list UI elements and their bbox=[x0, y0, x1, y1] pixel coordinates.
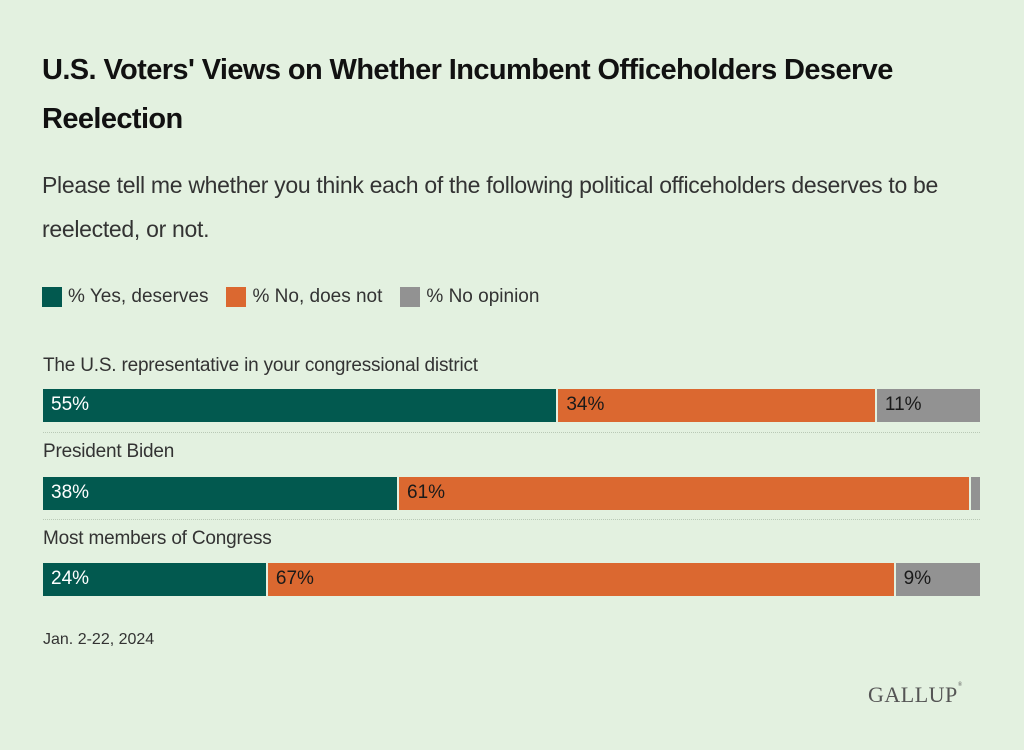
legend-item-no: % No, does not bbox=[226, 286, 382, 308]
data-label: 38% bbox=[51, 482, 90, 503]
logo-text: GALLUP bbox=[868, 682, 958, 707]
stacked-bar: 55% 34% 11% bbox=[43, 389, 980, 422]
data-label: 34% bbox=[566, 394, 605, 415]
legend-label-no-opinion: % No opinion bbox=[426, 286, 540, 307]
stacked-bar: 24% 67% 9% bbox=[43, 563, 980, 596]
data-label: 67% bbox=[275, 568, 314, 589]
legend-swatch-no-opinion bbox=[400, 287, 421, 307]
legend-swatch-no bbox=[226, 287, 247, 307]
data-label: 24% bbox=[51, 568, 90, 589]
bar-segment-no: 61% bbox=[399, 477, 971, 510]
legend-item-yes: % Yes, deserves bbox=[42, 286, 208, 308]
legend-item-no-opinion: % No opinion bbox=[400, 286, 539, 308]
legend-label-no: % No, does not bbox=[252, 286, 383, 307]
legend: % Yes, deserves % No, does not % No opin… bbox=[42, 286, 557, 308]
bar-segment-yes: 38% bbox=[43, 477, 400, 510]
date-note: Jan. 2-22, 2024 bbox=[43, 631, 155, 648]
category-label: The U.S. representative in your congress… bbox=[43, 355, 478, 376]
bar-segment-no-opinion: 11% bbox=[876, 389, 980, 422]
bar-segment-yes: 24% bbox=[43, 563, 268, 596]
data-label: 55% bbox=[51, 394, 90, 415]
bar-segment-no: 67% bbox=[267, 563, 896, 596]
data-label: 11% bbox=[884, 394, 922, 415]
bar-segment-no-opinion bbox=[970, 477, 980, 510]
chart-title: U.S. Voters' Views on Whether Incumbent … bbox=[42, 54, 893, 135]
data-label: 9% bbox=[903, 568, 932, 589]
chart-subtitle: Please tell me whether you think each of… bbox=[42, 172, 939, 242]
legend-swatch-yes bbox=[42, 287, 62, 307]
category-label: Most members of Congress bbox=[43, 528, 272, 549]
data-label: 61% bbox=[407, 482, 446, 503]
row-divider bbox=[43, 432, 980, 433]
category-label: President Biden bbox=[43, 441, 175, 462]
registered-mark-icon: ® bbox=[957, 682, 963, 688]
bar-segment-yes: 55% bbox=[43, 389, 559, 422]
gallup-logo: GALLUP® bbox=[868, 682, 963, 708]
bar-segment-no: 34% bbox=[558, 389, 877, 422]
row-divider bbox=[43, 519, 980, 520]
stacked-bar: 38% 61% bbox=[43, 477, 980, 510]
legend-label-yes: % Yes, deserves bbox=[68, 286, 209, 307]
bar-segment-no-opinion: 9% bbox=[895, 563, 980, 596]
